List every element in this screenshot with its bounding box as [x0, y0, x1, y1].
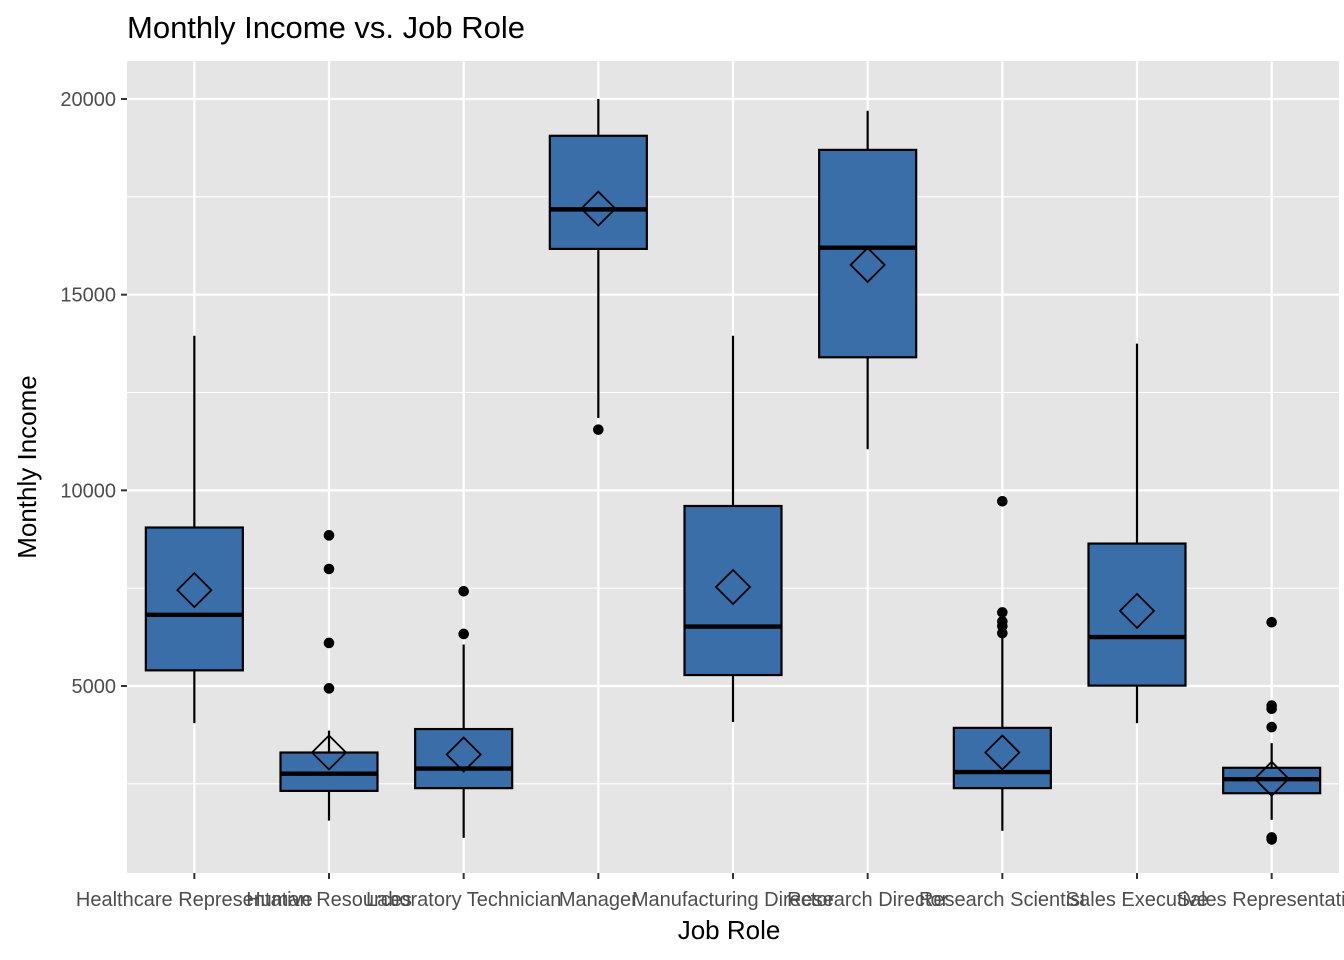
- outlier-point: [1266, 700, 1277, 711]
- box-iqr: [952, 726, 1052, 790]
- outlier-point: [323, 637, 335, 649]
- box-group: [818, 110, 918, 450]
- y-tick-label: 20000: [60, 89, 116, 111]
- outlier-point: [1266, 721, 1277, 733]
- outlier-point: [1266, 832, 1277, 843]
- outlier-point: [323, 563, 335, 575]
- mean-marker: [1253, 760, 1290, 798]
- outlier-point: [593, 424, 604, 435]
- chart-title: Monthly Income vs. Job Role: [127, 10, 525, 45]
- mean-marker: [176, 571, 213, 609]
- box-group: [548, 99, 648, 435]
- y-axis-title: Monthly Income: [12, 375, 42, 559]
- box-group: [279, 530, 379, 821]
- mean-marker: [445, 736, 482, 773]
- x-tick-label: Laboratory Technician: [366, 889, 561, 911]
- box-group: [1087, 343, 1187, 724]
- box-iqr: [818, 148, 918, 359]
- mean-marker: [580, 190, 617, 227]
- mean-marker: [849, 246, 886, 284]
- outlier-point: [458, 586, 469, 597]
- y-tick-label: 10000: [60, 480, 116, 502]
- box-group: [1222, 616, 1322, 845]
- y-tick-label: 5000: [72, 676, 117, 698]
- y-axis: 5000 10000 15000 20000: [60, 89, 127, 698]
- box-series: [144, 99, 1322, 845]
- box-group: [952, 495, 1052, 831]
- outlier-point: [323, 683, 335, 694]
- box-iqr: [144, 526, 244, 672]
- outlier-point: [323, 530, 335, 541]
- box-iqr: [683, 504, 783, 677]
- outlier-point: [997, 495, 1008, 507]
- mean-marker: [310, 734, 348, 771]
- x-tick-label: Manager: [559, 889, 638, 911]
- x-tick-label: Human Resources: [246, 889, 412, 911]
- outlier-point: [1266, 616, 1277, 628]
- box-group: [144, 335, 244, 724]
- box-group: [683, 335, 783, 723]
- x-tick-label: Healthcare Representative: [76, 889, 313, 911]
- x-tick-label: Manufacturing Director: [632, 889, 835, 911]
- x-tick-label: Sales Representative: [1177, 889, 1344, 911]
- box-iqr: [1087, 542, 1187, 687]
- mean-marker: [984, 734, 1021, 771]
- mean-marker: [1118, 592, 1156, 630]
- x-tick-label: Research Scientist: [919, 889, 1086, 911]
- x-axis-title: Job Role: [678, 915, 781, 945]
- outlier-point: [997, 607, 1008, 618]
- outlier-point: [458, 628, 469, 640]
- outlier-point: [997, 616, 1008, 627]
- box-group: [414, 586, 514, 838]
- box-iqr: [414, 727, 514, 790]
- x-tick-label: Research Director: [787, 889, 949, 911]
- y-tick-label: 15000: [60, 285, 116, 307]
- x-tick-label: Sales Executive: [1066, 889, 1208, 911]
- mean-marker: [714, 568, 752, 606]
